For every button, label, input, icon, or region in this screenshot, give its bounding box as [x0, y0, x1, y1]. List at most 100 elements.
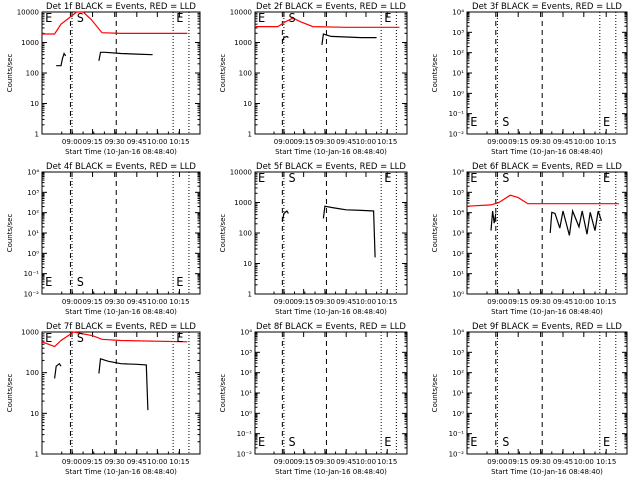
y-tick-label: 100: [26, 70, 39, 78]
panel-title: Det 8f BLACK = Events, RED = LLD: [256, 322, 406, 332]
x-tick-label: 09:00: [62, 458, 82, 466]
time-marker-label: E: [176, 11, 183, 25]
panel-5: Det 5f BLACK = Events, RED = LLD 1 10 100 10…: [219, 162, 408, 316]
time-marker-label: E: [176, 331, 183, 345]
time-marker-label: E: [384, 435, 391, 449]
events-series-line: [321, 33, 377, 45]
panel-1: Det 1f BLACK = Events, RED = LLD 1 10 100 10…: [6, 2, 201, 156]
x-tick-label: 09:45: [127, 138, 147, 146]
y-tick-label: 10000: [230, 169, 252, 177]
y-tick-label: 10⁻¹: [237, 430, 253, 438]
time-marker-label: E: [470, 435, 477, 449]
x-tick-label: 09:15: [294, 298, 314, 306]
y-tick-label: 10⁻¹: [24, 270, 40, 278]
x-tick-label: 09:30: [531, 138, 551, 146]
y-tick-label: 1000: [21, 39, 39, 47]
panel-title: Det 4f BLACK = Events, RED = LLD: [46, 162, 196, 172]
y-tick-label: 10: [30, 100, 39, 108]
x-tick-label: 09:30: [315, 298, 335, 306]
x-tick-label: 09:30: [531, 458, 551, 466]
events-series-line: [322, 205, 376, 258]
x-tick-label: 10:15: [596, 298, 616, 306]
x-tick-label: 09:45: [336, 138, 356, 146]
x-tick-label: 09:00: [487, 298, 507, 306]
y-axis-label: Counts/sec: [219, 214, 227, 253]
plot-frame: [254, 171, 408, 295]
time-marker-label: E: [45, 331, 52, 345]
x-tick-label: 10:00: [574, 298, 594, 306]
y-tick-label: 1000: [234, 39, 252, 47]
x-tick-label: 10:00: [356, 138, 376, 146]
x-axis-label: Start Time (10-Jan-16 08:48:40): [275, 148, 387, 156]
panel-8: Det 8f BLACK = Events, RED = LLD 10⁻² 10⁻¹…: [219, 322, 408, 476]
y-axis-label: Counts/sec: [6, 54, 14, 93]
y-tick-label: 10¹: [27, 230, 39, 238]
y-tick-label: 100: [239, 230, 252, 238]
y-tick-label: 10²: [27, 209, 39, 217]
y-tick-label: 10⁰: [27, 250, 39, 258]
x-tick-label: 09:15: [82, 458, 102, 466]
x-tick-label: 10:15: [377, 138, 397, 146]
time-marker-label: E: [603, 171, 610, 185]
y-tick-label: 10000: [17, 9, 39, 17]
y-tick-label: 10⁻²: [237, 451, 253, 459]
y-tick-label: 10⁴: [452, 9, 464, 17]
time-marker-label: E: [603, 435, 610, 449]
x-tick-label: 09:00: [62, 138, 82, 146]
panel-3: Det 3f BLACK = Events, RED = LLD 10⁻² 10⁻¹…: [431, 2, 628, 156]
time-marker-label: E: [470, 115, 477, 129]
time-marker-label: E: [45, 275, 52, 289]
y-tick-label: 1: [248, 131, 252, 139]
x-tick-label: 10:00: [147, 298, 167, 306]
x-tick-label: 09:00: [487, 138, 507, 146]
time-marker-label: E: [45, 11, 52, 25]
y-tick-label: 10⁴: [27, 169, 39, 177]
y-tick-label: 10⁰: [452, 410, 464, 418]
time-marker-label: E: [384, 171, 391, 185]
x-tick-label: 09:45: [127, 298, 147, 306]
panel-6: Det 6f BLACK = Events, RED = LLD 10⁰ 10¹ 10…: [431, 162, 628, 316]
y-tick-label: 10⁻²: [449, 451, 465, 459]
x-tick-label: 10:15: [377, 458, 397, 466]
x-tick-label: 09:45: [336, 298, 356, 306]
y-tick-label: 10⁻²: [449, 131, 465, 139]
panel-4: Det 4f BLACK = Events, RED = LLD 10⁻² 10⁻¹…: [6, 162, 201, 316]
x-tick-label: 10:00: [574, 138, 594, 146]
y-tick-label: 10²: [452, 250, 464, 258]
panel-9: Det 9f BLACK = Events, RED = LLD 10⁻² 10⁻¹…: [431, 322, 628, 476]
x-tick-label: 10:15: [169, 458, 189, 466]
y-axis-label: Counts/sec: [6, 374, 14, 413]
x-tick-label: 09:45: [553, 138, 573, 146]
y-tick-label: 1: [248, 291, 252, 299]
plot-frame: [41, 11, 201, 135]
y-axis-label: Counts/sec: [431, 54, 439, 93]
x-axis-label: Start Time (10-Jan-16 08:48:40): [65, 468, 177, 476]
events-series-line: [549, 208, 602, 236]
events-series-line: [98, 51, 153, 61]
panel-title: Det 1f BLACK = Events, RED = LLD: [46, 2, 196, 12]
x-axis-label: Start Time (10-Jan-16 08:48:40): [65, 148, 177, 156]
x-tick-label: 09:00: [62, 298, 82, 306]
panel-title: Det 9f BLACK = Events, RED = LLD: [472, 322, 622, 332]
plot-frame: [466, 171, 628, 295]
events-series-line: [98, 358, 149, 411]
time-marker-label: S: [502, 115, 509, 129]
x-axis-label: Start Time (10-Jan-16 08:48:40): [275, 308, 387, 316]
y-tick-label: 10¹: [240, 390, 252, 398]
time-marker-label: E: [470, 171, 477, 185]
y-tick-label: 10⁻¹: [449, 110, 465, 118]
y-tick-label: 10¹: [452, 270, 464, 278]
x-tick-label: 09:30: [531, 298, 551, 306]
x-tick-label: 09:30: [105, 138, 125, 146]
x-tick-label: 09:00: [487, 458, 507, 466]
x-tick-label: 09:30: [105, 298, 125, 306]
x-axis-label: Start Time (10-Jan-16 08:48:40): [65, 308, 177, 316]
y-tick-label: 10¹: [452, 390, 464, 398]
x-tick-label: 09:30: [105, 458, 125, 466]
lld-series-line: [41, 331, 188, 348]
y-tick-label: 10³: [452, 230, 464, 238]
y-tick-label: 1000: [21, 329, 39, 337]
y-axis-label: Counts/sec: [431, 214, 439, 253]
panel-2: Det 2f BLACK = Events, RED = LLD 1 10 100 10…: [219, 2, 408, 156]
x-tick-label: 10:00: [356, 458, 376, 466]
